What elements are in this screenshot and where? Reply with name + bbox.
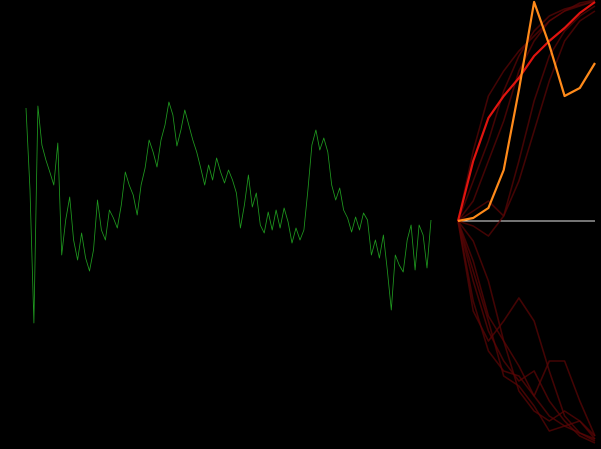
series-line	[457, 220, 596, 437]
series-line	[457, 0, 596, 222]
series-line	[457, 220, 596, 444]
series-line	[457, 0, 596, 223]
series-line	[456, 1, 596, 222]
series-line	[457, 220, 596, 440]
series-line	[457, 220, 596, 437]
series-line	[457, 10, 596, 237]
series-line	[457, 5, 596, 222]
series-line	[457, 220, 596, 440]
series-line	[25, 101, 432, 324]
